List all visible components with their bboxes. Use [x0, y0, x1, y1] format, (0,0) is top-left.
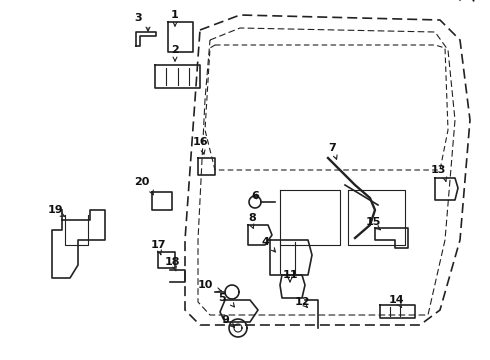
- Text: 8: 8: [248, 213, 256, 223]
- Text: 7: 7: [328, 143, 336, 153]
- Text: 17: 17: [150, 240, 166, 250]
- Text: 18: 18: [164, 257, 180, 267]
- Text: 3: 3: [134, 13, 142, 23]
- Text: 6: 6: [251, 191, 259, 201]
- Text: 10: 10: [197, 280, 213, 290]
- Text: 5: 5: [218, 293, 226, 303]
- Text: 19: 19: [47, 205, 63, 215]
- Text: 2: 2: [171, 45, 179, 55]
- Text: 9: 9: [221, 315, 229, 325]
- Text: 20: 20: [134, 177, 149, 187]
- Text: 11: 11: [282, 270, 298, 280]
- Text: 13: 13: [430, 165, 446, 175]
- Text: 14: 14: [389, 295, 405, 305]
- Text: 12: 12: [294, 297, 310, 307]
- Text: 16: 16: [192, 137, 208, 147]
- Text: 1: 1: [171, 10, 179, 20]
- Text: 15: 15: [366, 217, 381, 227]
- Text: 4: 4: [261, 237, 269, 247]
